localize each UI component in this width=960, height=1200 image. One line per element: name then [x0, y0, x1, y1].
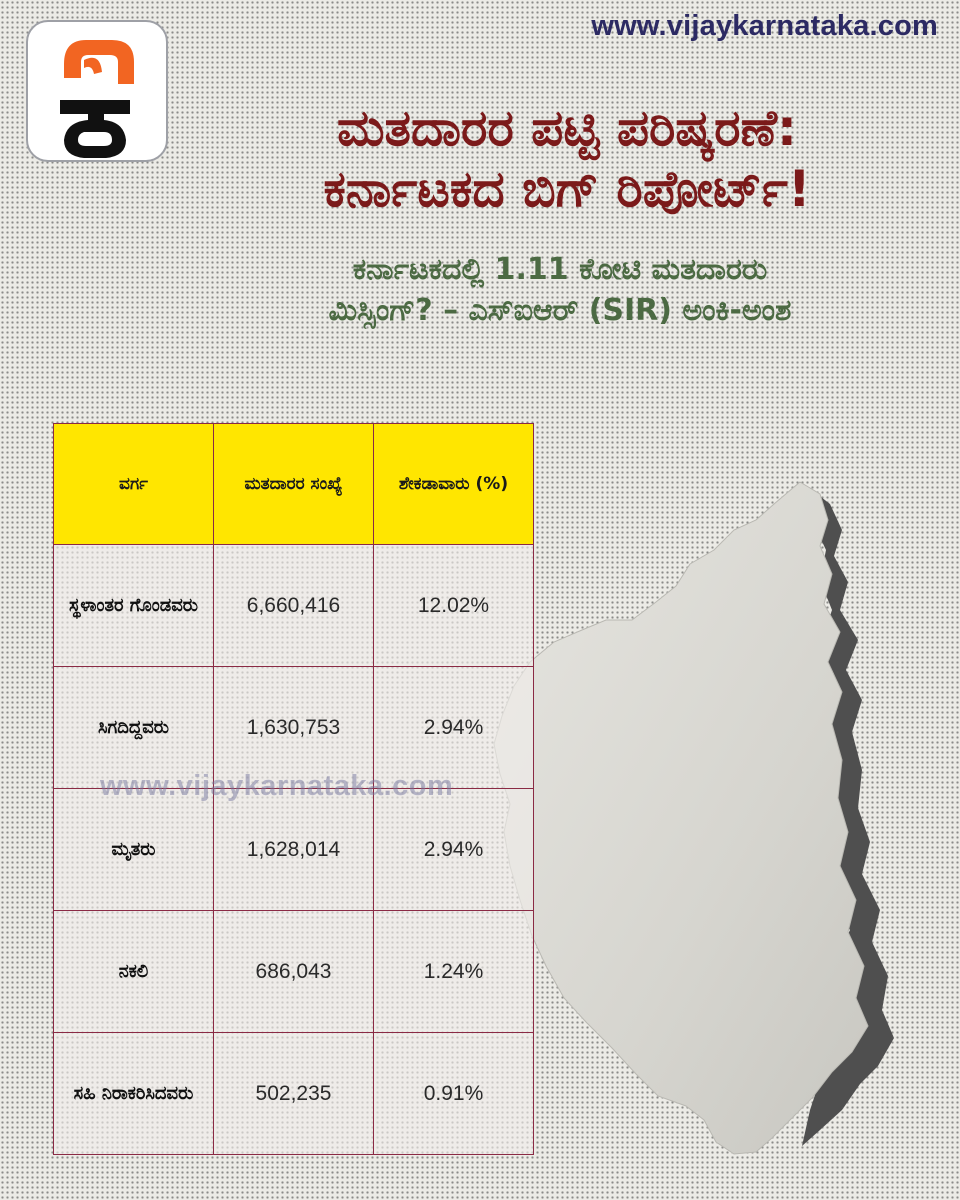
row-voter-count: 6,660,416: [213, 544, 374, 667]
row-category: ಸಿಗದಿದ್ದವರು: [53, 666, 214, 789]
headline: ಮತದಾರರ ಪಟ್ಟಿ ಪರಿಷ್ಕರಣೆ: ಕರ್ನಾಟಕದ ಬಿಗ್ ರಿ…: [186, 98, 948, 220]
row-voter-count: 1,630,753: [213, 666, 374, 789]
table-row: ಸಿಗದಿದ್ದವರು 1,630,753 2.94%: [53, 666, 534, 789]
row-percentage: 2.94%: [373, 788, 534, 911]
vijay-karnataka-logo: [26, 20, 168, 162]
site-url[interactable]: www.vijaykarnataka.com: [591, 10, 938, 42]
karnataka-map-illustration: [493, 481, 894, 1155]
logo-mark-icon: [60, 40, 134, 158]
row-category: ನಕಲಿ: [53, 910, 214, 1033]
map-shape: [493, 481, 869, 1155]
row-category: ಸ್ಥಳಾಂತರ ಗೊಂಡವರು: [53, 544, 214, 667]
header-voter-count: ಮತದಾರರ ಸಂಖ್ಯೆ: [213, 423, 374, 545]
row-voter-count: 686,043: [213, 910, 374, 1033]
row-voter-count: 502,235: [213, 1032, 374, 1155]
row-percentage: 1.24%: [373, 910, 534, 1033]
header-percentage: ಶೇಕಡಾವಾರು (%): [373, 423, 534, 545]
header-category: ವರ್ಗ: [53, 423, 214, 545]
headline-line-2: ಕರ್ನಾಟಕದ ಬಿಗ್ ರಿಪೋರ್ಟ್!: [323, 160, 811, 218]
table-row: ನಕಲಿ 686,043 1.24%: [53, 910, 534, 1033]
row-category: ಮೃತರು: [53, 788, 214, 911]
headline-line-1: ಮತದಾರರ ಪಟ್ಟಿ ಪರಿಷ್ಕರಣೆ:: [336, 99, 798, 157]
table-row: ಮೃತರು 1,628,014 2.94%: [53, 788, 534, 911]
row-category: ಸಹಿ ನಿರಾಕರಿಸಿದವರು: [53, 1032, 214, 1155]
row-percentage: 0.91%: [373, 1032, 534, 1155]
subheadline: ಕರ್ನಾಟಕದಲ್ಲಿ 1.11 ಕೋಟಿ ಮತದಾರರು ಮಿಸ್ಸಿಂಗ್…: [160, 250, 960, 331]
subheadline-line-1: ಕರ್ನಾಟಕದಲ್ಲಿ 1.11 ಕೋಟಿ ಮತದಾರರು: [352, 252, 768, 287]
table-row: ಸಹಿ ನಿರಾಕರಿಸಿದವರು 502,235 0.91%: [53, 1032, 534, 1155]
table-header-row: ವರ್ಗ ಮತದಾರರ ಸಂಖ್ಯೆ ಶೇಕಡಾವಾರು (%): [53, 423, 534, 545]
row-percentage: 12.02%: [373, 544, 534, 667]
watermark: www.vijaykarnataka.com: [100, 770, 454, 802]
voter-data-table: ವರ್ಗ ಮತದಾರರ ಸಂಖ್ಯೆ ಶೇಕಡಾವಾರು (%) ಸ್ಥಳಾಂತ…: [53, 423, 534, 1155]
subheadline-line-2: ಮಿಸ್ಸಿಂಗ್? – ಎಸ್‌ಐಆರ್ (SIR) ಅಂಕಿ-ಅಂಶ: [328, 292, 792, 328]
row-voter-count: 1,628,014: [213, 788, 374, 911]
row-percentage: 2.94%: [373, 666, 534, 789]
table-row: ಸ್ಥಳಾಂತರ ಗೊಂಡವರು 6,660,416 12.02%: [53, 544, 534, 667]
